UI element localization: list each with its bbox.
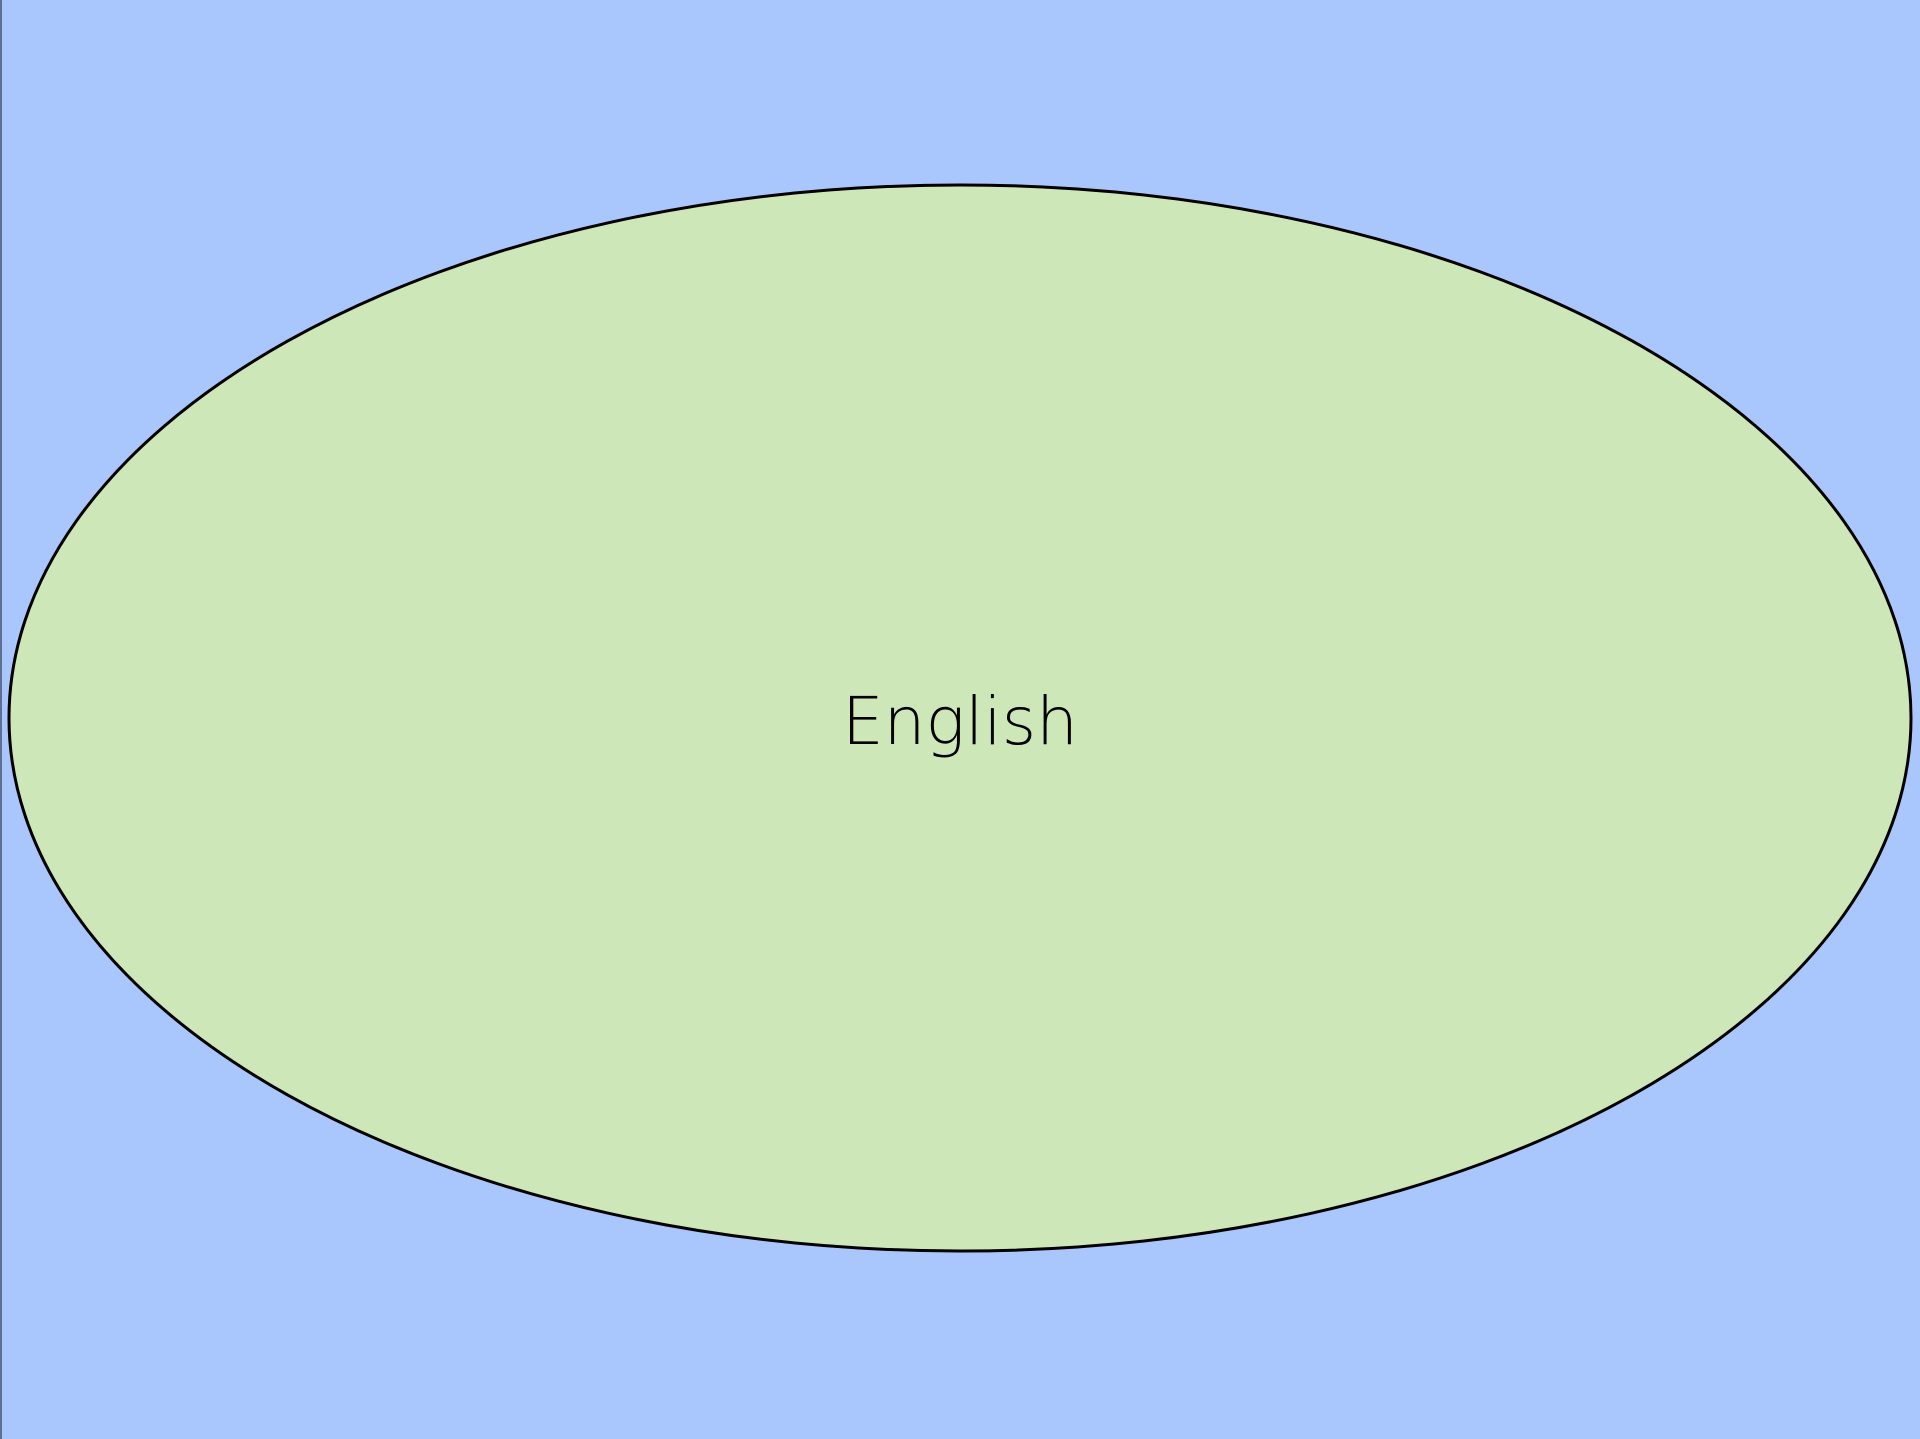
english-label: English xyxy=(842,683,1078,760)
left-edge-line xyxy=(0,0,2,1439)
english-ellipse xyxy=(7,183,1913,1253)
